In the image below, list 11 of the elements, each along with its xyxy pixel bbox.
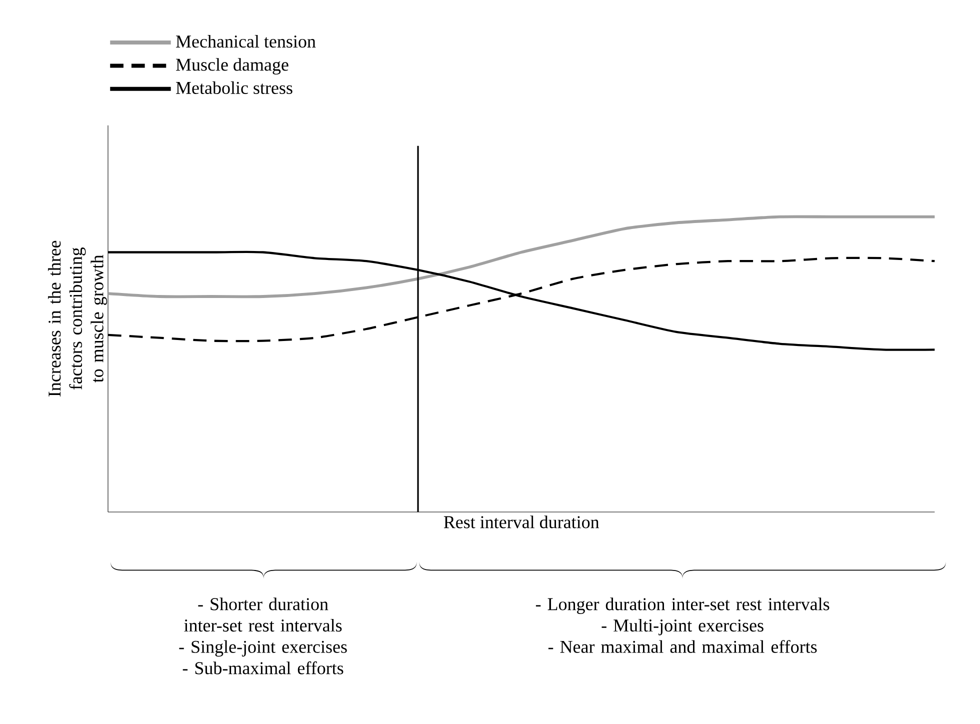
text: - Near maximal and maximal efforts xyxy=(548,640,817,653)
legend-label: Mechanical tension xyxy=(176,34,316,48)
x-axis-title: Rest interval duration xyxy=(444,516,600,528)
text: - Single-joint exercises xyxy=(179,640,347,657)
legend-label: Metabolic stress xyxy=(176,81,292,94)
text: - Shorter duration inter-set rest intervals xyxy=(184,598,342,632)
text: - Multi-joint exercises xyxy=(602,618,764,636)
y-axis-title: Increases in the three factors contributing to muscle growth xyxy=(48,240,108,396)
text: - Longer duration inter-set rest intervals xyxy=(536,598,830,614)
legend-label: Muscle damage xyxy=(176,58,288,75)
text: - Sub-maximal efforts xyxy=(182,661,344,674)
